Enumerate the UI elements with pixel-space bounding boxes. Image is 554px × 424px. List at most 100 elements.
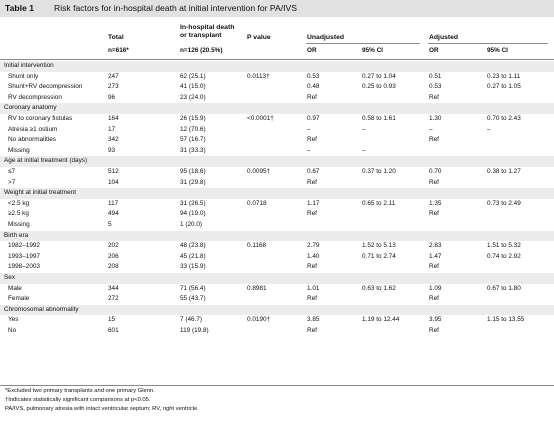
section-label: Chromosomal abnormality xyxy=(4,305,79,313)
footnote: PA/IVS, pulmonary atresia with intact ve… xyxy=(5,406,199,412)
cell-or-u: 0.97 xyxy=(307,115,320,122)
section-label: Coronary anatomy xyxy=(4,104,57,112)
header-death-line1: In-hospital death xyxy=(180,24,235,31)
cell-or-a: 1.09 xyxy=(429,284,442,292)
cell-p: 0.0113† xyxy=(247,72,270,80)
cell-total: 272 xyxy=(108,295,119,303)
cell-label: 1998–2003 xyxy=(8,263,40,271)
cell-ci-u: 0.63 to 1.62 xyxy=(362,284,396,292)
cell-label: Atresia ≥1 ostium xyxy=(8,125,58,133)
cell-death: 62 (25.1) xyxy=(180,72,206,80)
cell-ci-u: 1.19 to 12.44 xyxy=(362,316,400,324)
subheader-death-n: n=126 (20.5%) xyxy=(180,47,223,54)
section-band xyxy=(0,230,554,242)
cell-death: 31 (33.3) xyxy=(180,146,206,154)
section-label: Sex xyxy=(4,274,16,281)
cell-death: 1 (20.0) xyxy=(180,221,203,228)
cell-death: 33 (15.9) xyxy=(180,263,206,271)
cell-p: 0.0718 xyxy=(247,199,267,207)
section-band xyxy=(0,273,554,284)
table-bottom-rule xyxy=(0,385,554,386)
cell-ci-u: 0.65 to 2.11 xyxy=(362,199,396,207)
cell-or-u: Ref xyxy=(307,178,317,186)
cell-ci-a: 0.70 to 2.43 xyxy=(487,115,521,122)
cell-or-a: 1.30 xyxy=(429,115,442,122)
cell-death: 95 (18.6) xyxy=(180,168,206,175)
header-total: Total xyxy=(108,34,124,41)
cell-total: 601 xyxy=(108,327,119,334)
cell-label: Missing xyxy=(8,221,30,228)
cell-ci-u: 1.52 to 5.13 xyxy=(362,242,396,250)
cell-ci-a: 0.38 to 1.27 xyxy=(487,168,521,175)
footnote: †Indicates statistically significant com… xyxy=(5,397,151,403)
cell-or-a: 0.53 xyxy=(429,83,442,91)
cell-label: RV to coronary fistulas xyxy=(8,115,73,122)
header-pvalue: P value xyxy=(247,34,271,41)
cell-or-u: Ref xyxy=(307,295,317,303)
cell-total: 104 xyxy=(108,178,119,186)
section-band xyxy=(0,156,554,167)
cell-death: 48 (23.8) xyxy=(180,242,206,250)
cell-label: Yes xyxy=(8,316,19,324)
cell-ci-a: 0.74 to 2.92 xyxy=(487,252,521,260)
cell-death: 23 (24.0) xyxy=(180,93,206,101)
cell-death: 41 (15.0) xyxy=(180,83,206,91)
cell-p: 0.1168 xyxy=(247,242,267,250)
table-title-bar: Table 1 Risk factors for in-hospital dea… xyxy=(0,0,554,17)
cell-ci-u: 0.71 to 2.74 xyxy=(362,252,396,260)
cell-total: 273 xyxy=(108,83,119,91)
subheader-or-adjusted: OR xyxy=(429,47,439,54)
cell-death: 94 (19.0) xyxy=(180,210,206,218)
cell-label: Shunt+RV decompression xyxy=(8,83,83,91)
cell-or-a: Ref xyxy=(429,93,439,101)
cell-death: 55 (43.7) xyxy=(180,295,206,303)
cell-or-a: 2.83 xyxy=(429,242,442,250)
header-death-line2: or transplant xyxy=(180,32,222,39)
cell-death: 7 (46.7) xyxy=(180,316,203,324)
header-unadjusted: Unadjusted xyxy=(307,34,345,41)
cell-label: 1993–1997 xyxy=(8,252,40,260)
cell-p: 0.8981 xyxy=(247,284,267,292)
cell-ci-a: – xyxy=(487,125,491,133)
cell-ci-a: 0.67 to 1.80 xyxy=(487,284,521,292)
cell-total: 117 xyxy=(108,199,119,207)
cell-or-a: Ref xyxy=(429,178,439,186)
subheader-ci-unadjusted: 95% CI xyxy=(362,47,383,54)
section-label: Birth era xyxy=(4,231,29,239)
cell-or-u: 2.79 xyxy=(307,242,320,250)
cell-ci-u: – xyxy=(362,146,366,154)
cell-ci-u: – xyxy=(362,125,366,133)
section-band xyxy=(0,103,554,114)
cell-or-u: 1.01 xyxy=(307,284,320,292)
cell-or-a: 0.70 xyxy=(429,168,442,175)
cell-or-u: Ref xyxy=(307,263,317,271)
cell-or-a: Ref xyxy=(429,136,439,144)
cell-death: 119 (19.8) xyxy=(180,327,209,334)
cell-or-a: Ref xyxy=(429,295,439,303)
cell-label: >7 xyxy=(8,178,16,186)
cell-or-a: 3.95 xyxy=(429,316,442,324)
cell-or-u: 1.40 xyxy=(307,252,320,260)
cell-ci-u: 0.37 to 1.20 xyxy=(362,168,396,175)
cell-or-u: 3.85 xyxy=(307,316,320,324)
cell-or-u: 0.48 xyxy=(307,83,320,91)
cell-or-u: – xyxy=(307,146,311,154)
adjusted-rule xyxy=(428,43,548,44)
cell-or-u: Ref xyxy=(307,210,317,218)
table-title: Risk factors for in-hospital death at in… xyxy=(54,3,297,13)
cell-label: No abnormalities xyxy=(8,136,56,144)
cell-or-a: Ref xyxy=(429,327,439,334)
cell-label: ≤7 xyxy=(8,168,16,175)
subheader-or-unadjusted: OR xyxy=(307,47,317,54)
section-label: Age at initial treatment (days) xyxy=(4,157,88,165)
footnote: *Excluded two primary transplants and on… xyxy=(5,388,155,394)
subheader-total-n: n=616* xyxy=(108,47,129,54)
cell-total: 15 xyxy=(108,316,116,324)
cell-or-u: 0.53 xyxy=(307,72,320,80)
cell-label: ≥2.5 kg xyxy=(8,210,29,218)
cell-ci-u: 0.58 to 1.61 xyxy=(362,115,396,122)
cell-p: <0.0001† xyxy=(247,115,274,122)
cell-p: 0.0190† xyxy=(247,316,271,324)
header-adjusted: Adjusted xyxy=(429,34,459,41)
cell-death: 12 (70.6) xyxy=(180,125,206,133)
